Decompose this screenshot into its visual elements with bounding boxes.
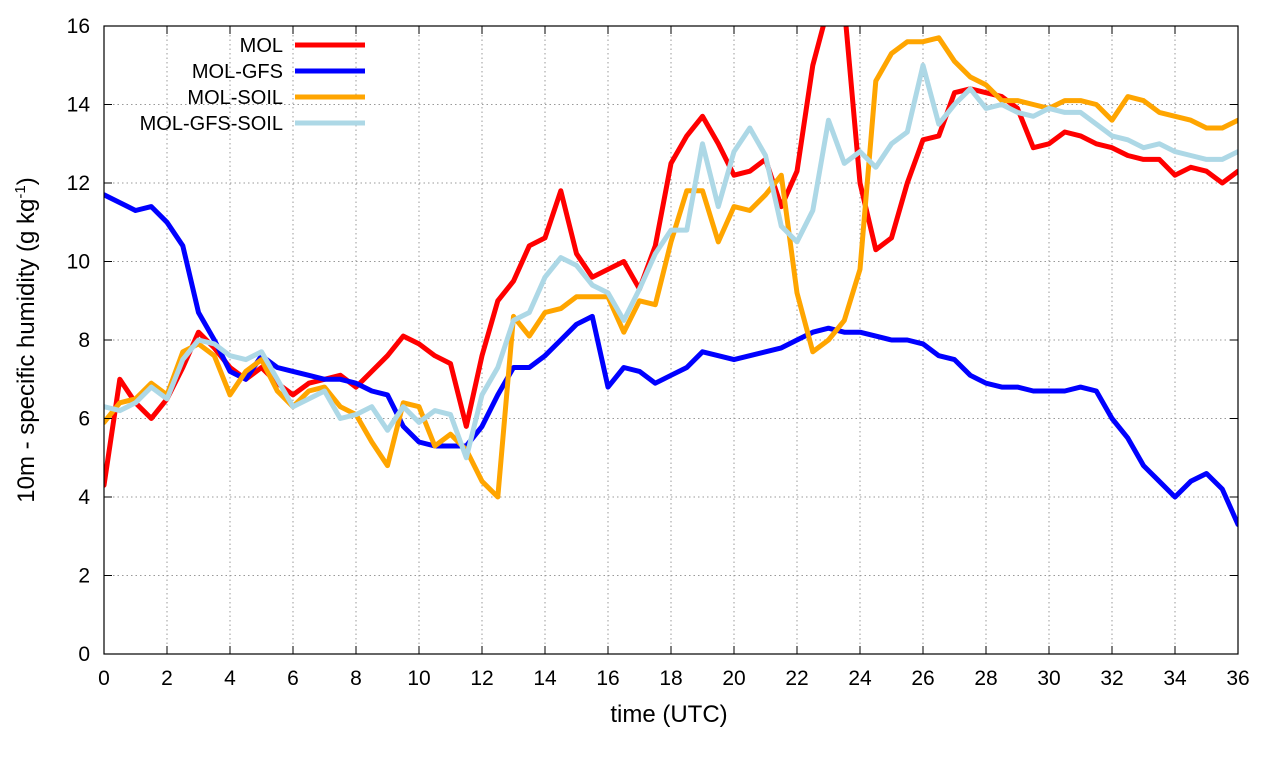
- axis-ticks: 0 2 4 6 8 10 12 14 16 18 20 22 24 26 28 30 32 34 360246810…: [67, 15, 1250, 690]
- x-tick-label: 20: [722, 667, 745, 690]
- x-tick-label: 8: [350, 667, 362, 690]
- y-tick-label: 2: [78, 565, 90, 588]
- y-axis-label-end: ): [13, 177, 40, 185]
- series-line-mol-gfs-soil: [104, 62, 1238, 461]
- legend-label-mol: MOL: [240, 35, 283, 57]
- x-tick-label: 34: [1163, 667, 1187, 690]
- y-axis-label-exponent: -1: [12, 185, 29, 198]
- y-tick-label: 6: [78, 408, 90, 431]
- y-tick-label: 8: [78, 329, 90, 352]
- y-tick-label: 12: [67, 172, 90, 195]
- x-tick-label: 6: [287, 667, 299, 690]
- y-tick-label: 10: [67, 251, 90, 274]
- series-line-mol: [104, 26, 1238, 488]
- x-tick-label: 0: [98, 667, 110, 690]
- x-tick-label: 32: [1100, 667, 1123, 690]
- y-tick-label: 14: [67, 94, 91, 117]
- x-tick-label: 24: [848, 667, 872, 690]
- x-tick-label: 16: [596, 667, 619, 690]
- x-tick-label: 10: [407, 667, 430, 690]
- x-tick-label: 18: [659, 667, 682, 690]
- x-tick-label: 30: [1037, 667, 1060, 690]
- series-layer: [104, 26, 1238, 527]
- series-line-mol-gfs: [104, 192, 1238, 527]
- x-tick-label: 4: [224, 667, 236, 690]
- x-tick-label: 22: [785, 667, 808, 690]
- x-axis-label: time (UTC): [610, 701, 727, 728]
- y-axis-label: 10m - specific humidity (g kg-1): [12, 177, 40, 502]
- y-tick-label: 0: [78, 643, 90, 666]
- x-tick-label: 2: [161, 667, 173, 690]
- legend: MOL MOL-GFS MOL-SOIL MOL-GFS-SOIL: [140, 35, 365, 135]
- y-tick-label: 4: [78, 486, 90, 509]
- x-tick-label: 26: [911, 667, 934, 690]
- y-axis-label-main: 10m - specific humidity (g kg: [13, 199, 40, 503]
- legend-label-mol-gfs-soil: MOL-GFS-SOIL: [140, 113, 283, 135]
- legend-label-mol-soil: MOL-SOIL: [187, 87, 283, 109]
- legend-label-mol-gfs: MOL-GFS: [192, 61, 283, 83]
- y-tick-label: 16: [67, 15, 90, 38]
- x-tick-label: 14: [533, 667, 557, 690]
- x-tick-label: 12: [470, 667, 493, 690]
- x-tick-label: 28: [974, 667, 997, 690]
- x-tick-label: 36: [1226, 667, 1249, 690]
